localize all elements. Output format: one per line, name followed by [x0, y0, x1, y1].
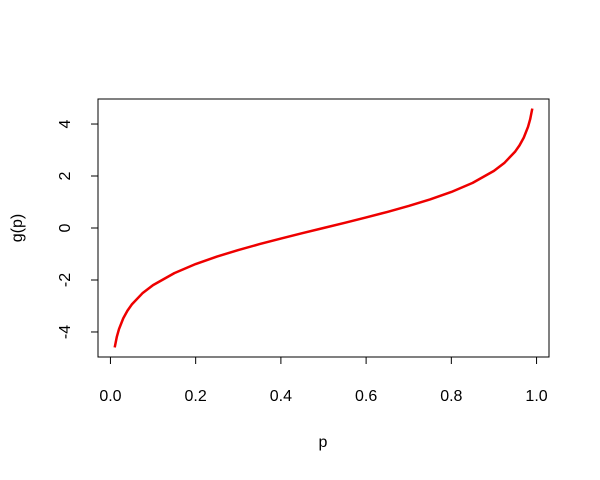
x-tick-label: 0.8	[440, 388, 462, 405]
x-tick-label: 0.2	[185, 388, 207, 405]
x-axis-label: p	[319, 434, 328, 451]
x-tick-label: 0.6	[355, 388, 377, 405]
y-tick-label: 2	[57, 171, 74, 180]
y-axis-label: g(p)	[9, 214, 26, 242]
y-tick-label: 0	[57, 223, 74, 232]
x-tick-label: 0.0	[99, 388, 121, 405]
y-tick-label: -2	[57, 273, 74, 287]
x-tick-label: 0.4	[270, 388, 292, 405]
x-tick-label: 1.0	[525, 388, 547, 405]
y-tick-label: -4	[57, 325, 74, 339]
data-line	[113, 108, 534, 348]
y-tick-label: 4	[57, 119, 74, 128]
